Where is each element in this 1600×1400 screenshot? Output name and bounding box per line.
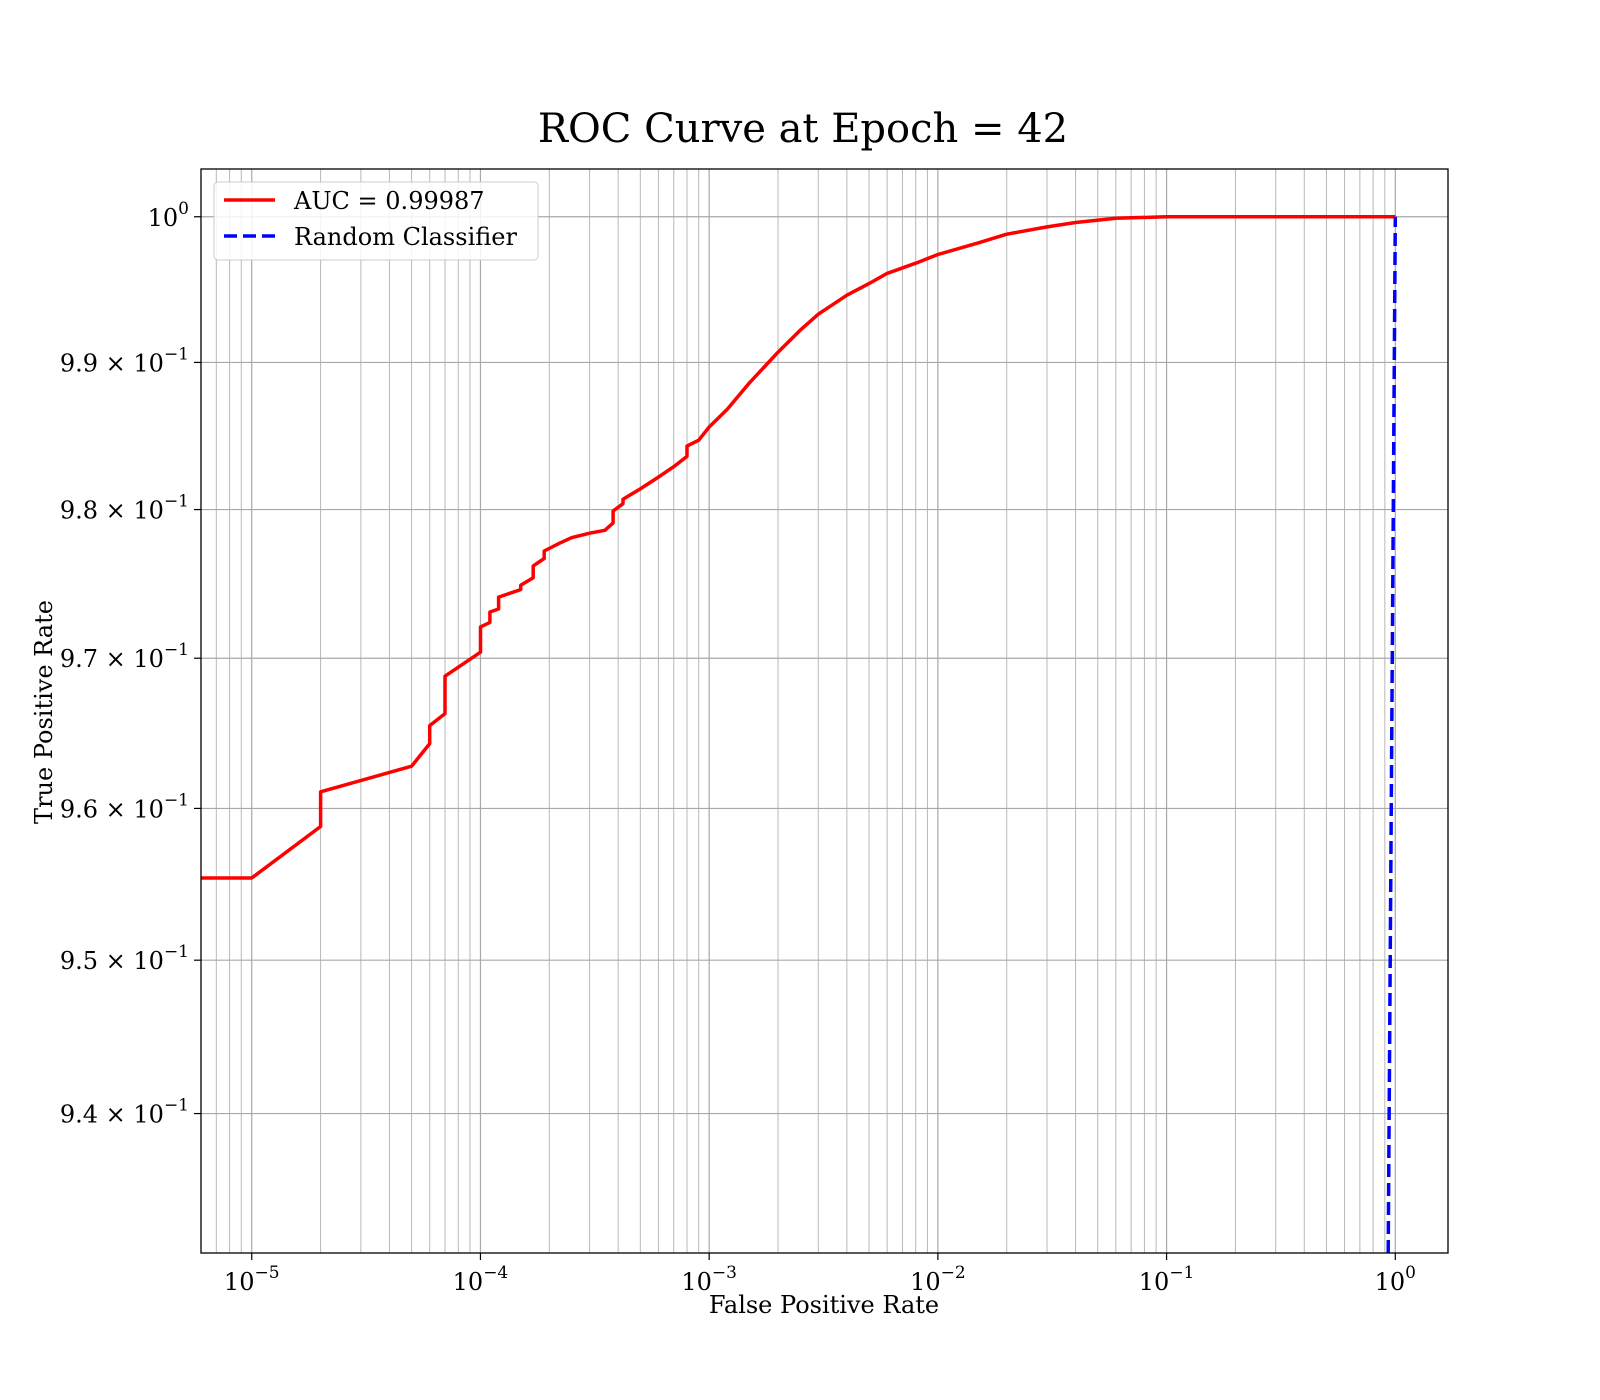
x-tick-label: 100 [1375,1263,1416,1296]
minor-gridlines-x [215,169,1386,1253]
x-tick-label: 10−3 [681,1263,737,1296]
plot-frame [200,168,1449,1254]
x-axis-label: False Positive Rate [709,1291,939,1319]
x-tick-label: 10−4 [453,1263,509,1296]
y-tick-label: 9.8 × 10−1 [60,492,189,525]
y-tick-label: 9.9 × 10−1 [60,344,189,377]
plot-area [201,169,1448,1253]
y-tick-label: 9.7 × 10−1 [60,640,189,673]
y-axis-label: True Positive Rate [30,600,58,824]
series-layer [201,215,1398,1254]
y-tick-label: 9.6 × 10−1 [60,790,189,823]
x-axis-ticks: 10−5 10−4 10−3 10−2 10−1 100 [224,1253,1416,1296]
y-tick-label: 9.4 × 10−1 [60,1096,189,1129]
y-tick-label: 9.5 × 10−1 [60,942,189,975]
major-gridlines-x [251,169,1396,1253]
chart-title: ROC Curve at Epoch = 42 [538,106,1068,152]
roc-curve-line [201,215,1396,880]
x-tick-label: 10−5 [224,1263,280,1296]
y-tick-label: 100 [148,199,189,232]
random-classifier-line [1386,216,1398,1254]
y-axis-ticks: 9.4 × 10−1 9.5 × 10−1 9.6 × 10−1 9.7 × 10−1… [60,199,201,1129]
legend-box [213,181,539,261]
x-tick-label: 10−2 [910,1263,966,1296]
legend-label-random: Random Classifier [294,223,517,251]
legend: AUC = 0.99987 Random Classifier [213,181,539,261]
x-tick-label: 10−1 [1139,1263,1195,1296]
legend-label-auc: AUC = 0.99987 [293,187,485,215]
